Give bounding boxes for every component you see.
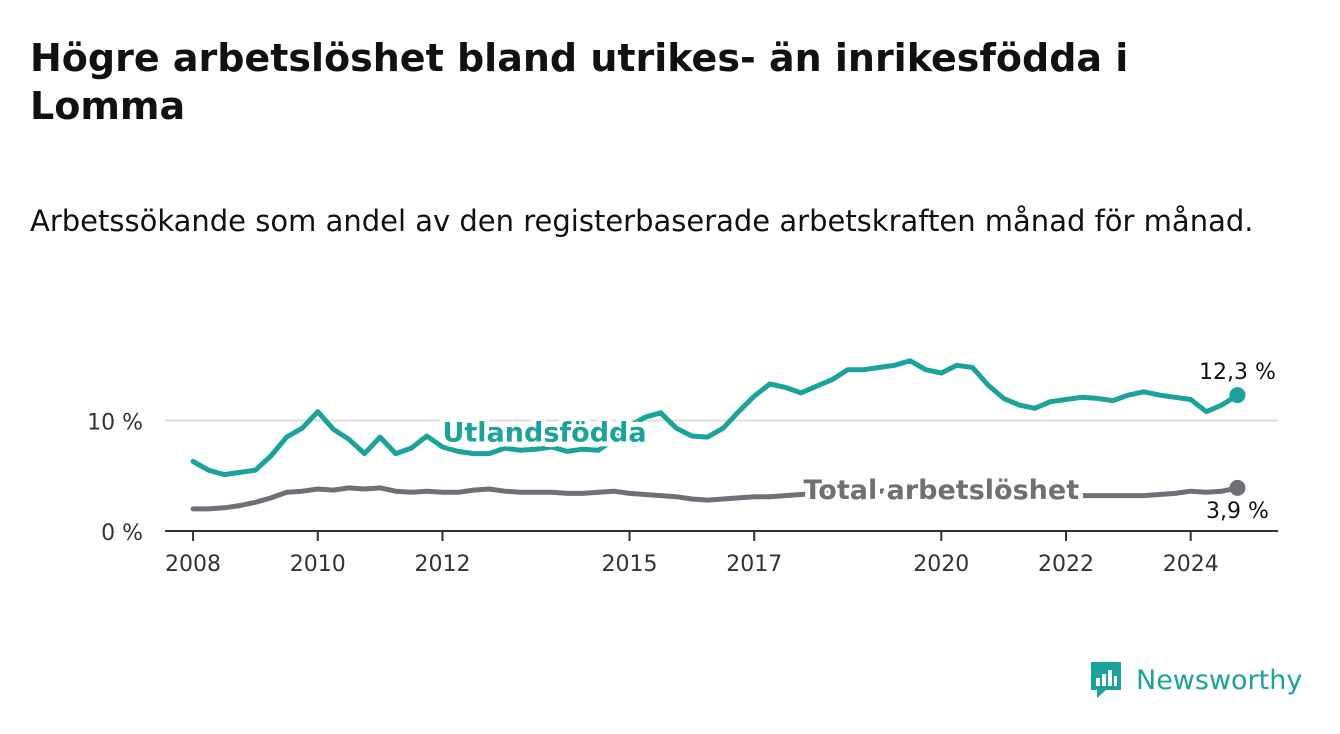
x-tick-label: 2024 <box>1163 552 1219 577</box>
x-tick-label: 2015 <box>602 552 658 577</box>
chart-subtitle: Arbetssökande som andel av den registerb… <box>30 204 1254 238</box>
x-tick-label: 2008 <box>165 552 221 577</box>
series-line-utlandsf-dda <box>190 358 1240 478</box>
brand-name: Newsworthy <box>1136 664 1303 696</box>
x-tick-label: 2012 <box>414 552 470 577</box>
brand-logo: Newsworthy <box>1088 660 1302 700</box>
y-tick-label: 10 % <box>87 411 143 436</box>
x-tick-label: 2020 <box>913 552 969 577</box>
series-name-label: Utlandsfödda <box>442 418 646 449</box>
x-tick-label: 2017 <box>726 552 782 577</box>
newsworthy-logo-icon <box>1091 662 1121 698</box>
series-name-label: Total arbetslöshet <box>803 475 1079 506</box>
x-tick-label: 2010 <box>290 552 346 577</box>
y-tick-label: 0 % <box>101 521 143 546</box>
series-end-marker <box>1229 387 1246 404</box>
x-tick-label: 2022 <box>1038 552 1094 577</box>
series-end-label: 3,9 % <box>1206 499 1269 524</box>
chart-title: Högre arbetslöshet bland utrikes- än inr… <box>30 36 1129 128</box>
series-line-total-arbetsl-shet <box>190 485 1240 512</box>
series-end-marker <box>1229 479 1246 496</box>
series-end-label: 12,3 % <box>1199 360 1276 385</box>
